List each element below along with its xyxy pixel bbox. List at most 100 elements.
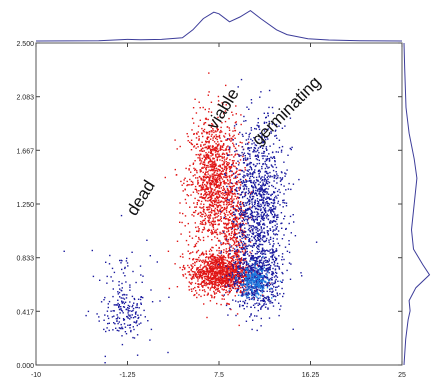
data-point bbox=[281, 145, 284, 148]
data-point bbox=[273, 199, 276, 202]
data-point bbox=[221, 148, 223, 151]
data-point bbox=[258, 278, 260, 281]
data-point bbox=[260, 308, 262, 310]
data-point bbox=[232, 236, 235, 238]
data-point bbox=[224, 227, 226, 229]
data-point bbox=[243, 213, 245, 215]
data-point bbox=[242, 300, 244, 303]
data-point bbox=[233, 201, 235, 204]
data-point bbox=[266, 290, 268, 292]
data-point bbox=[222, 194, 224, 196]
data-point bbox=[212, 219, 215, 221]
data-point bbox=[220, 187, 222, 189]
data-point bbox=[251, 230, 254, 232]
data-point bbox=[237, 133, 240, 135]
data-point bbox=[200, 207, 202, 209]
data-point bbox=[183, 264, 185, 267]
data-point bbox=[236, 291, 238, 294]
data-point bbox=[181, 253, 184, 255]
data-point bbox=[132, 309, 134, 312]
data-point bbox=[275, 278, 277, 281]
data-point bbox=[118, 327, 121, 329]
data-point bbox=[251, 185, 253, 188]
data-point bbox=[245, 245, 248, 247]
data-point bbox=[219, 178, 221, 180]
data-point bbox=[206, 294, 209, 296]
data-point bbox=[243, 188, 245, 191]
data-point bbox=[235, 220, 238, 222]
data-point bbox=[269, 243, 271, 245]
data-point bbox=[267, 202, 270, 205]
data-point bbox=[211, 195, 213, 197]
data-point bbox=[201, 274, 204, 276]
data-point bbox=[182, 190, 184, 192]
data-point bbox=[265, 198, 267, 200]
data-point bbox=[235, 198, 238, 200]
data-point bbox=[249, 287, 251, 289]
data-point bbox=[290, 232, 292, 234]
data-point bbox=[221, 265, 223, 268]
data-point bbox=[225, 182, 228, 184]
data-point bbox=[249, 153, 251, 155]
data-point bbox=[216, 185, 218, 187]
data-point bbox=[227, 272, 229, 274]
data-point bbox=[252, 296, 255, 298]
data-point bbox=[276, 265, 278, 267]
data-point bbox=[284, 202, 286, 204]
data-point bbox=[265, 147, 267, 150]
data-point bbox=[268, 181, 271, 184]
data-point bbox=[118, 330, 120, 332]
data-point bbox=[273, 263, 275, 266]
data-point bbox=[261, 184, 263, 186]
data-point bbox=[222, 289, 224, 291]
data-point bbox=[223, 113, 225, 115]
data-point bbox=[280, 212, 283, 214]
data-point bbox=[239, 229, 241, 232]
data-point bbox=[234, 271, 237, 273]
data-point bbox=[262, 163, 264, 166]
data-point bbox=[255, 289, 257, 292]
data-point bbox=[243, 205, 246, 207]
data-point bbox=[265, 256, 267, 259]
data-point bbox=[253, 236, 255, 239]
data-point bbox=[247, 190, 250, 192]
data-point bbox=[218, 266, 221, 268]
data-point bbox=[234, 129, 236, 132]
data-point bbox=[133, 297, 135, 300]
data-point bbox=[215, 180, 217, 182]
data-point bbox=[200, 220, 202, 223]
data-point bbox=[250, 226, 252, 229]
data-point bbox=[270, 164, 273, 166]
data-point bbox=[227, 230, 230, 233]
data-point bbox=[223, 182, 225, 185]
data-point bbox=[182, 256, 184, 258]
data-point bbox=[242, 159, 245, 161]
data-point bbox=[190, 269, 192, 271]
data-point bbox=[259, 269, 261, 271]
data-point bbox=[211, 193, 214, 196]
data-point bbox=[250, 264, 252, 267]
data-point bbox=[193, 246, 195, 248]
data-point bbox=[228, 222, 230, 224]
data-point bbox=[103, 328, 105, 331]
data-point bbox=[222, 144, 225, 146]
data-point bbox=[196, 292, 198, 294]
data-point bbox=[221, 261, 223, 263]
data-point bbox=[217, 223, 219, 226]
data-point bbox=[212, 153, 214, 155]
data-point bbox=[221, 206, 223, 209]
data-point bbox=[231, 256, 233, 258]
data-point bbox=[199, 289, 201, 291]
data-point bbox=[213, 259, 215, 262]
data-point bbox=[241, 142, 243, 144]
data-point bbox=[210, 223, 213, 225]
data-point bbox=[259, 189, 261, 191]
data-point bbox=[214, 256, 217, 259]
data-point bbox=[242, 275, 244, 277]
data-point bbox=[256, 216, 259, 218]
data-point bbox=[203, 228, 206, 230]
data-point bbox=[213, 200, 215, 202]
data-point bbox=[241, 229, 244, 231]
data-point bbox=[258, 248, 260, 251]
data-point bbox=[191, 290, 193, 292]
